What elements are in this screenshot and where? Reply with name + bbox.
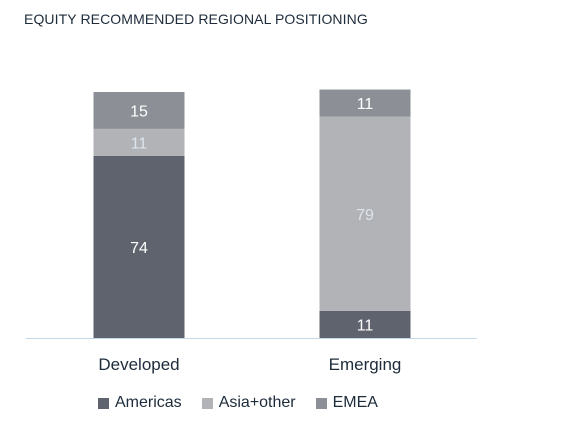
bar-developed-americas	[93, 155, 185, 338]
data-label-emerging-americas: 11	[357, 317, 374, 334]
legend-swatch-emea	[315, 397, 327, 409]
legend-item-americas: Americas	[98, 394, 182, 412]
legend-swatch-americas	[98, 397, 109, 409]
legend-item-asia-other: Asia+other	[201, 394, 296, 412]
data-label-emerging-asia-other: 79	[356, 207, 374, 224]
bar-emerging-emea	[319, 89, 411, 117]
legend-swatch-asia-other	[201, 397, 213, 409]
legend-item-emea: EMEA	[315, 394, 378, 412]
category-label-developed: Developed	[98, 355, 179, 374]
data-label-developed-emea: 15	[130, 103, 148, 120]
legend-label-americas: Americas	[115, 394, 182, 411]
data-label-emerging-emea: 11	[357, 96, 374, 113]
chart-title: EQUITY RECOMMENDED REGIONAL POSITIONING	[24, 11, 368, 27]
bar-emerging-asia-other	[319, 116, 411, 311]
legend-label-asia-other: Asia+other	[218, 394, 296, 411]
data-label-developed-asia-other: 11	[131, 135, 148, 152]
category-label-emerging: Emerging	[329, 355, 402, 374]
legend: Americas Asia+other EMEA	[98, 394, 398, 412]
bar-developed-asia-other	[93, 128, 185, 156]
bar-developed-emea	[93, 92, 185, 129]
legend-label-emea: EMEA	[332, 394, 378, 411]
data-label-developed-americas: 74	[130, 240, 148, 257]
bar-emerging-americas	[319, 310, 411, 338]
